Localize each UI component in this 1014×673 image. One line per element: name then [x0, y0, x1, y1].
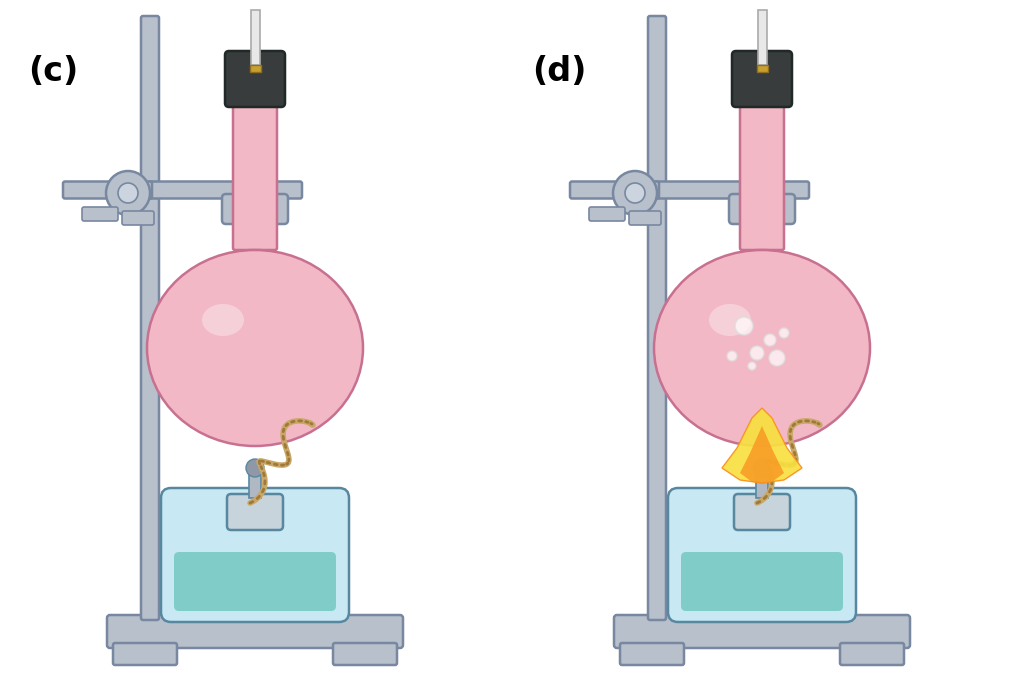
FancyBboxPatch shape: [729, 194, 795, 224]
Circle shape: [748, 362, 756, 370]
Bar: [249, 468, 261, 498]
Ellipse shape: [709, 304, 751, 336]
Circle shape: [246, 459, 264, 477]
Circle shape: [613, 171, 657, 215]
FancyBboxPatch shape: [63, 182, 152, 199]
FancyBboxPatch shape: [732, 51, 792, 107]
Polygon shape: [740, 426, 784, 484]
FancyBboxPatch shape: [740, 98, 784, 250]
FancyBboxPatch shape: [734, 494, 790, 530]
Circle shape: [769, 350, 785, 366]
Circle shape: [625, 183, 645, 203]
Ellipse shape: [654, 250, 870, 446]
FancyBboxPatch shape: [113, 643, 177, 665]
FancyBboxPatch shape: [655, 182, 809, 199]
Bar: [756, 468, 768, 498]
FancyBboxPatch shape: [122, 211, 154, 225]
FancyBboxPatch shape: [629, 211, 661, 225]
FancyBboxPatch shape: [227, 494, 283, 530]
FancyBboxPatch shape: [648, 16, 666, 620]
Polygon shape: [722, 408, 802, 483]
FancyBboxPatch shape: [233, 98, 277, 250]
Text: (c): (c): [28, 55, 78, 88]
FancyBboxPatch shape: [614, 615, 910, 648]
Bar: [250, 10, 260, 65]
FancyBboxPatch shape: [82, 207, 118, 221]
FancyBboxPatch shape: [333, 643, 397, 665]
Text: (d): (d): [532, 55, 586, 88]
Circle shape: [727, 351, 737, 361]
Circle shape: [750, 346, 764, 360]
Circle shape: [118, 183, 138, 203]
FancyBboxPatch shape: [161, 488, 349, 622]
Bar: [756, 65, 768, 72]
FancyBboxPatch shape: [222, 194, 288, 224]
Ellipse shape: [147, 250, 363, 446]
Bar: [757, 10, 767, 65]
Circle shape: [779, 328, 789, 338]
FancyBboxPatch shape: [174, 552, 336, 611]
Circle shape: [764, 334, 776, 346]
Circle shape: [735, 317, 753, 335]
FancyBboxPatch shape: [141, 16, 159, 620]
FancyBboxPatch shape: [589, 207, 625, 221]
Circle shape: [753, 459, 771, 477]
FancyBboxPatch shape: [225, 51, 285, 107]
FancyBboxPatch shape: [107, 615, 403, 648]
FancyBboxPatch shape: [570, 182, 659, 199]
Ellipse shape: [202, 304, 244, 336]
FancyBboxPatch shape: [840, 643, 904, 665]
Circle shape: [106, 171, 150, 215]
Bar: [249, 65, 261, 72]
FancyBboxPatch shape: [681, 552, 843, 611]
FancyBboxPatch shape: [620, 643, 684, 665]
FancyBboxPatch shape: [668, 488, 856, 622]
FancyBboxPatch shape: [148, 182, 302, 199]
